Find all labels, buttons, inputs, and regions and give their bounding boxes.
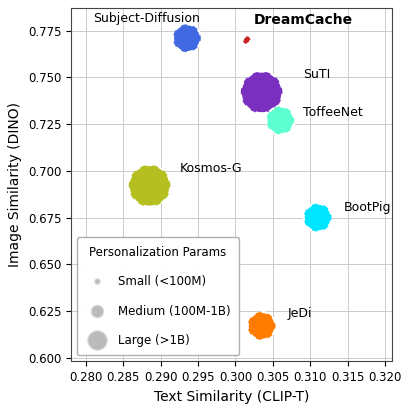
Point <box>258 323 264 329</box>
Text: JeDi: JeDi <box>287 307 312 320</box>
Text: BootPig: BootPig <box>343 201 390 214</box>
Point <box>146 183 153 189</box>
X-axis label: Text Similarity (CLIP-T): Text Similarity (CLIP-T) <box>154 390 309 404</box>
Point <box>276 117 283 124</box>
Text: ToffeeNet: ToffeeNet <box>302 105 362 119</box>
Legend: Small (<100M), Medium (100M-1B), Large (>1B): Small (<100M), Medium (100M-1B), Large (… <box>77 237 238 356</box>
Point <box>183 35 190 42</box>
Text: Kosmos-G: Kosmos-G <box>179 162 241 175</box>
Point <box>258 89 264 96</box>
Point <box>314 214 320 221</box>
Point <box>243 37 249 43</box>
Y-axis label: Image Similarity (DINO): Image Similarity (DINO) <box>8 102 22 267</box>
Text: Subject-Diffusion: Subject-Diffusion <box>93 12 200 25</box>
Text: SuTI: SuTI <box>302 68 329 81</box>
Text: DreamCache: DreamCache <box>254 13 353 27</box>
